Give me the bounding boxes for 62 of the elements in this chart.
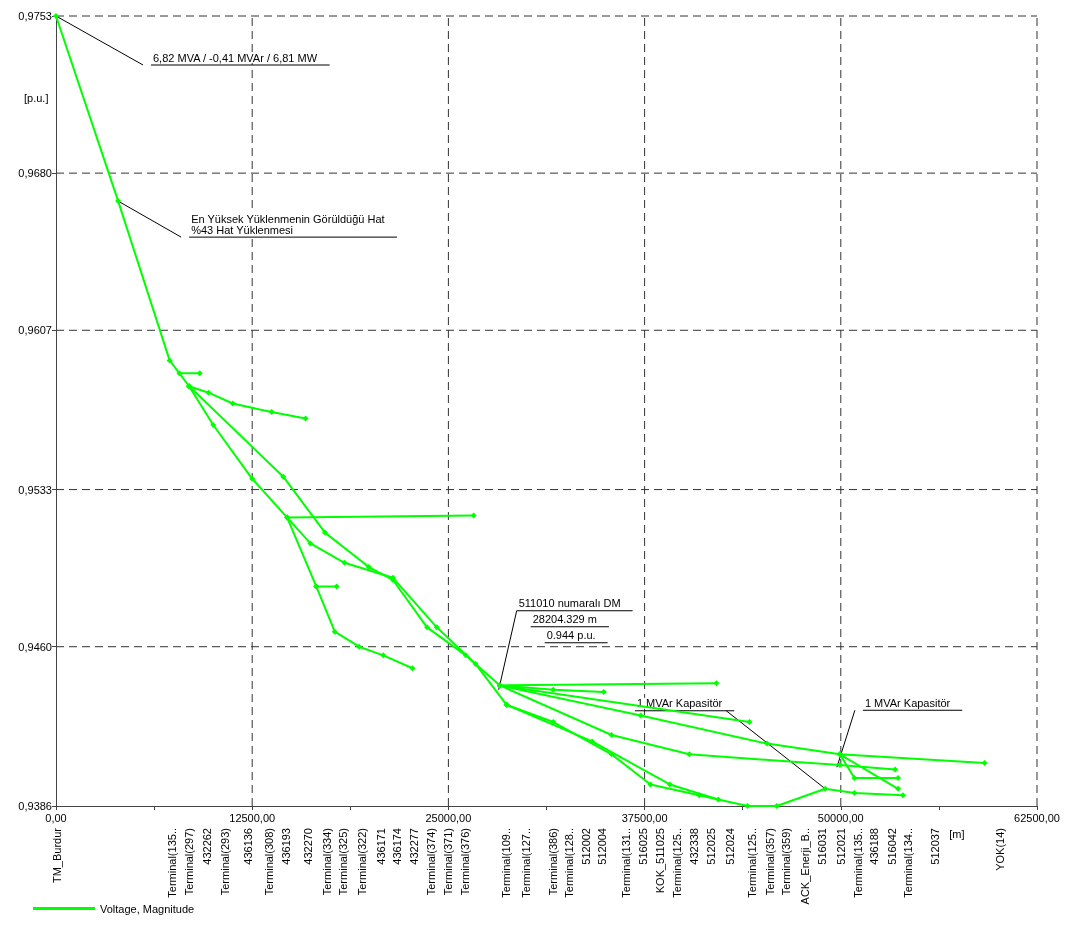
text: 512004 bbox=[595, 828, 608, 865]
x-tick-label: 37500,00 bbox=[621, 811, 668, 824]
y-tick-label: 0,9753 bbox=[18, 10, 52, 22]
y-tick-label: 0,9607 bbox=[18, 324, 52, 337]
x-tick-label: 0,00 bbox=[45, 811, 67, 824]
text: 436136 bbox=[241, 828, 254, 865]
text: Voltage, Magnitude bbox=[100, 902, 195, 915]
text: Terminal(131.. bbox=[619, 828, 632, 898]
text: Terminal(135.. bbox=[166, 828, 179, 898]
text: 432262 bbox=[201, 828, 214, 865]
text: Terminal(357) bbox=[763, 828, 776, 896]
text: 516025 bbox=[637, 828, 650, 865]
x-tick-label: 62500,00 bbox=[1014, 811, 1060, 824]
text: 436171 bbox=[374, 828, 387, 865]
annotation: 511010 numaralı DM 28204.329 m 0.944 p.u. bbox=[518, 597, 621, 642]
text: 512002 bbox=[580, 828, 593, 865]
text: Terminal(374) bbox=[425, 828, 438, 896]
text: Terminal(125.. bbox=[670, 828, 683, 898]
text: 512024 bbox=[724, 828, 737, 865]
text: Terminal(386) bbox=[546, 828, 559, 896]
text: 512021 bbox=[834, 828, 847, 865]
text: Terminal(308) bbox=[263, 828, 276, 896]
text: Terminal(322) bbox=[356, 828, 369, 896]
x-axis-title: [m] bbox=[949, 827, 965, 840]
text: 432338 bbox=[687, 828, 700, 865]
text: Terminal(334) bbox=[321, 828, 334, 896]
x-tick-label: 25000,00 bbox=[425, 811, 472, 824]
text: Terminal(325) bbox=[337, 828, 350, 896]
text: Terminal(125.. bbox=[745, 828, 758, 898]
text: 432270 bbox=[301, 828, 314, 865]
text: YOK(14) bbox=[993, 828, 1006, 871]
y-tick-label: 0,9680 bbox=[18, 167, 52, 180]
text: 436188 bbox=[868, 828, 881, 865]
y-axis-title: [p.u.] bbox=[24, 91, 49, 104]
text: 436174 bbox=[390, 828, 403, 865]
text: Terminal(128.. bbox=[563, 828, 576, 898]
text: 516031 bbox=[816, 828, 829, 865]
text: Terminal(127.. bbox=[519, 828, 532, 898]
text: Terminal(359) bbox=[780, 828, 793, 896]
annotation: 6,82 MVA / -0,41 MVAr / 6,81 MW bbox=[153, 51, 318, 64]
text: Terminal(135.. bbox=[851, 828, 864, 898]
text: Terminal(371) bbox=[441, 828, 454, 896]
text: Terminal(297) bbox=[183, 828, 196, 896]
y-tick-label: 0,9460 bbox=[18, 640, 52, 653]
y-tick-label: 0,9386 bbox=[18, 800, 52, 812]
text: Terminal(293) bbox=[218, 828, 231, 896]
text: 432277 bbox=[408, 828, 421, 865]
text: KOK_511025 bbox=[654, 828, 667, 894]
text: 516042 bbox=[886, 828, 899, 865]
text: Terminal(134.. bbox=[901, 828, 914, 898]
text: Terminal(376) bbox=[458, 828, 471, 896]
y-tick-label: 0,9533 bbox=[18, 483, 52, 496]
x-tick-label: 50000,00 bbox=[817, 811, 864, 824]
text: Terminal(109.. bbox=[500, 828, 513, 898]
text: 436193 bbox=[280, 828, 292, 865]
text: 512037 bbox=[928, 828, 941, 865]
text: ACK_Enerji_B.. bbox=[799, 828, 812, 905]
annotation: En Yüksek Yüklenmenin Görüldüğü Hat %43 Hat Yüklenmesi bbox=[191, 212, 385, 236]
x-tick-label: 12500,00 bbox=[229, 811, 276, 824]
text: TM_Burdur bbox=[50, 827, 63, 884]
text: 512025 bbox=[705, 828, 718, 865]
annotation: 1 MVAr Kapasitör bbox=[864, 696, 951, 709]
